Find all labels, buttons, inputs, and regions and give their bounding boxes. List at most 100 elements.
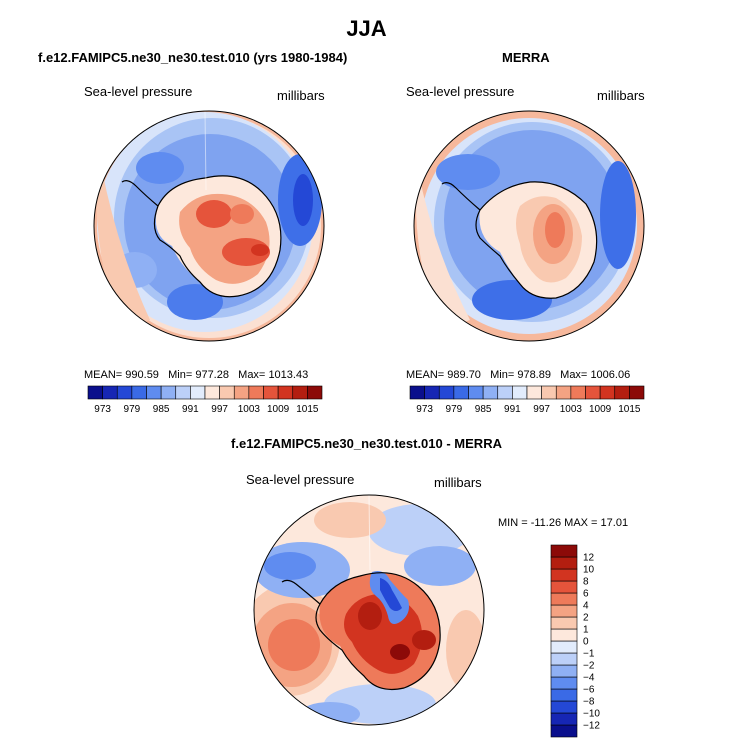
panel2-colorbar-swatch-12 [585, 385, 601, 400]
panel2-low-east [600, 161, 636, 269]
panel1-max-label: Max= [238, 369, 266, 381]
panel3-pos-north [314, 502, 386, 538]
panel1-colorbar-swatch-15 [307, 385, 323, 400]
panel2-colorbar-tick-label: 973 [416, 404, 433, 415]
panel1-stats: MEAN= 990.59 Min= 977.28 Max= 1013.43 [84, 369, 308, 381]
panel3-neg-nw-core [264, 552, 316, 580]
panel1-colorbar-swatch-5 [160, 385, 177, 400]
panel3-min-label: MIN = [498, 517, 528, 529]
panel3-neg-sw [300, 702, 360, 725]
panel3-colorbar-swatch-8 [550, 628, 578, 642]
panel1-colorbar-swatch-6 [175, 385, 191, 400]
panel2-colorbar-swatch-2 [438, 385, 455, 400]
panel2-colorbar-tick-label: 1009 [589, 404, 612, 415]
panel3-colorbar-swatch-13 [550, 568, 578, 582]
panel2-colorbar-swatch-1 [424, 385, 440, 400]
panel3-colorbar-swatch-6 [550, 652, 578, 666]
panel3-colorbar-tick-label: 4 [583, 601, 589, 612]
panel1-colorbar-tick-label: 979 [124, 404, 141, 415]
panel3-colorbar-tick-label: −10 [583, 709, 600, 720]
panel3-ant-max-b [412, 630, 436, 650]
panel3-variable: Sea-level pressure [246, 472, 355, 487]
panel2-mean-label: MEAN= [406, 369, 445, 381]
panel3-map [253, 494, 485, 726]
panel3-colorbar-swatch-7 [550, 640, 578, 654]
panel3-colorbar-tick-label: 0 [583, 637, 589, 648]
panel3-colorbar-tick-label: −1 [583, 649, 595, 660]
panel3-colorbar-tick-label: 6 [583, 589, 589, 600]
panel3-colorbar-tick-label: 2 [583, 613, 589, 624]
panel3-colorbar-tick-label: −4 [583, 673, 595, 684]
panel1-max-value: 1013.43 [268, 369, 309, 381]
panel2-colorbar-tick-label: 997 [533, 404, 550, 415]
panel2-map [413, 110, 645, 342]
panel1-colorbar-tick-label: 1015 [296, 404, 319, 415]
panel1-colorbar-swatch-9 [219, 385, 235, 400]
panel2-peninsula [441, 182, 481, 211]
panel3-seam [368, 495, 371, 571]
panel2-colorbar-swatch-13 [599, 385, 616, 400]
panel3-colorbar-tick-label: −2 [583, 661, 595, 672]
panel1-colorbar-swatch-14 [292, 385, 308, 400]
panel2-colorbar: 973 979 985 991 997 1003 1009 1015 [409, 385, 645, 415]
panel2-stats: MEAN= 989.70 Min= 978.89 Max= 1006.06 [406, 369, 630, 381]
panel1-colorbar-swatch-2 [116, 385, 133, 400]
panel1-colorbar-swatch-10 [233, 385, 250, 400]
panel2-low-nw [436, 154, 500, 190]
panel2-max-label: Max= [560, 369, 588, 381]
panel1-colorbar-tick-label: 997 [211, 404, 228, 415]
panel3-colorbar-swatch-14 [550, 556, 578, 570]
panel2-colorbar-tick-label: 979 [446, 404, 463, 415]
panel1-high-core-a [196, 200, 232, 228]
panel1-peninsula [121, 180, 159, 207]
panel2-frame [413, 110, 645, 342]
panel1-colorbar-tick-label: 1009 [267, 404, 290, 415]
panel1-mean-label: MEAN= [84, 369, 123, 381]
panel1-high-core-b [230, 204, 254, 224]
panel1-colorbar-tick-label: 1003 [238, 404, 261, 415]
panel1-colorbar-swatch-3 [131, 385, 147, 400]
panel3-max-label: MAX = [564, 517, 598, 529]
panel3-max-value: 17.01 [600, 517, 629, 529]
panel2-colorbar-tick-label: 985 [475, 404, 492, 415]
panel3-colorbar-tick-label: −6 [583, 685, 595, 696]
panel3-colorbar-swatch-0 [550, 724, 578, 738]
panel3-neg-e [404, 546, 476, 586]
panel2-colorbar-swatch-15 [629, 385, 645, 400]
panel1-colorbar-swatch-13 [277, 385, 294, 400]
panel1-colorbar: 973 979 985 991 997 1003 1009 1015 [87, 385, 323, 415]
panel3-colorbar-swatch-5 [550, 664, 578, 678]
panel3-ant-max-a [358, 602, 382, 630]
panel2-min-value: 978.89 [517, 369, 551, 381]
panel2-colorbar-swatch-9 [541, 385, 557, 400]
panel2-variable: Sea-level pressure [406, 84, 515, 99]
panel2-colorbar-swatch-4 [468, 385, 484, 400]
panel3-min-value: -11.26 [530, 517, 562, 529]
panel3-colorbar-tick-label: 10 [583, 565, 595, 576]
panel1-field [94, 111, 324, 341]
panel1-colorbar-tick-label: 973 [94, 404, 111, 415]
panel3-colorbar-tick-label: 8 [583, 577, 589, 588]
panel3-pos-west-c [268, 619, 320, 671]
panel3-colorbar-swatch-9 [550, 616, 578, 630]
panel1-frame [93, 110, 325, 342]
panel1-title: f.e12.FAMIPC5.ne30_ne30.test.010 (yrs 19… [38, 50, 348, 65]
panel2-mean-value: 989.70 [447, 369, 481, 381]
panel3-coastline [315, 572, 441, 691]
panel3-ant-max-c [390, 644, 410, 660]
panel1-low-east-core [293, 174, 313, 226]
panel3-frame [253, 494, 485, 726]
panel3-colorbar-tick-label: 1 [583, 625, 589, 636]
panel1-colorbar-tick-label: 985 [153, 404, 170, 415]
panel3-peninsula [281, 579, 321, 605]
panel2-colorbar-tick-label: 1015 [618, 404, 641, 415]
panel1-units: millibars [277, 88, 325, 103]
panel1-colorbar-swatch-8 [204, 385, 220, 400]
panel1-min-value: 977.28 [195, 369, 229, 381]
panel2-colorbar-swatch-8 [526, 385, 542, 400]
panel3-colorbar-tick-label: 12 [583, 553, 595, 564]
panel2-colorbar-swatch-10 [555, 385, 572, 400]
panel1-colorbar-swatch-7 [190, 385, 206, 400]
